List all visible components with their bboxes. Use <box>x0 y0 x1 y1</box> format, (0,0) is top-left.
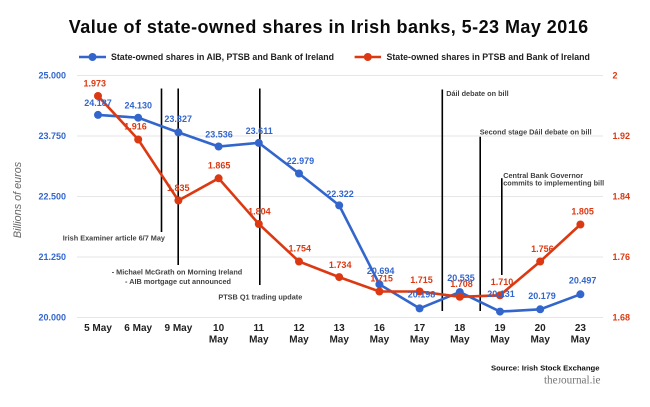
svg-text:16: 16 <box>374 323 386 334</box>
svg-text:23.750: 23.750 <box>38 131 66 141</box>
svg-text:12: 12 <box>293 323 305 334</box>
svg-text:24.130: 24.130 <box>125 101 153 111</box>
svg-text:May: May <box>289 335 309 346</box>
svg-text:May: May <box>329 335 349 346</box>
svg-text:1.865: 1.865 <box>208 160 231 170</box>
svg-text:PTSB Q1 trading update: PTSB Q1 trading update <box>218 293 302 302</box>
svg-text:1.916: 1.916 <box>124 122 147 132</box>
svg-text:25.000: 25.000 <box>38 70 66 80</box>
svg-text:1.715: 1.715 <box>410 275 433 285</box>
svg-text:20: 20 <box>535 323 547 334</box>
svg-text:May: May <box>450 335 470 346</box>
svg-text:1.715: 1.715 <box>370 274 393 284</box>
svg-text:1.92: 1.92 <box>613 131 631 141</box>
svg-text:1.754: 1.754 <box>289 244 312 254</box>
svg-text:18: 18 <box>454 323 466 334</box>
svg-text:13: 13 <box>334 323 346 334</box>
svg-text:1.68: 1.68 <box>613 312 631 322</box>
svg-text:- Michael McGrath on Morning I: - Michael McGrath on Morning Ireland <box>112 267 243 276</box>
svg-text:Dáil debate on bill: Dáil debate on bill <box>446 89 508 98</box>
svg-text:22.322: 22.322 <box>326 189 354 199</box>
svg-text:1.835: 1.835 <box>167 183 190 193</box>
svg-text:20.179: 20.179 <box>528 291 556 301</box>
svg-text:State-owned shares in AIB, PTS: State-owned shares in AIB, PTSB and Bank… <box>111 52 334 62</box>
svg-text:1.76: 1.76 <box>613 252 631 262</box>
svg-text:9 May: 9 May <box>165 323 193 334</box>
svg-text:23: 23 <box>575 323 587 334</box>
svg-text:- AIB mortgage cut announced: - AIB mortgage cut announced <box>125 277 231 286</box>
svg-text:May: May <box>571 335 591 346</box>
svg-text:1.710: 1.710 <box>491 277 514 287</box>
svg-text:Source: Irish Stock Exchange: Source: Irish Stock Exchange <box>491 363 600 372</box>
svg-text:20.694: 20.694 <box>367 266 395 276</box>
svg-text:May: May <box>410 335 430 346</box>
svg-text:Central Bank Governor: Central Bank Governor <box>503 171 583 180</box>
svg-text:1.734: 1.734 <box>329 260 352 270</box>
svg-text:23.536: 23.536 <box>205 129 233 139</box>
svg-text:17: 17 <box>414 323 426 334</box>
svg-text:24.187: 24.187 <box>84 98 112 108</box>
svg-text:20.000: 20.000 <box>38 312 66 322</box>
svg-text:20.497: 20.497 <box>569 276 597 286</box>
svg-text:May: May <box>530 335 550 346</box>
svg-text:19: 19 <box>494 323 506 334</box>
svg-text:23.827: 23.827 <box>164 114 192 124</box>
svg-text:State-owned shares in PTSB and: State-owned shares in PTSB and Bank of I… <box>387 52 590 62</box>
svg-text:Value of state-owned shares in: Value of state-owned shares in Irish ban… <box>69 17 589 37</box>
svg-text:May: May <box>370 335 390 346</box>
svg-text:Billions of euros: Billions of euros <box>12 161 24 238</box>
svg-text:1.805: 1.805 <box>571 206 594 216</box>
svg-text:6 May: 6 May <box>124 323 152 334</box>
svg-text:commits to implementing bill: commits to implementing bill <box>503 179 604 188</box>
svg-text:22.500: 22.500 <box>38 191 66 201</box>
svg-text:1.756: 1.756 <box>531 244 554 254</box>
svg-text:Irish Examiner article 6/7 May: Irish Examiner article 6/7 May <box>63 233 166 242</box>
svg-text:2: 2 <box>613 70 618 80</box>
svg-text:1.804: 1.804 <box>248 207 271 217</box>
svg-text:May: May <box>209 335 229 346</box>
svg-text:Second stage Dáil debate on bi: Second stage Dáil debate on bill <box>480 128 592 137</box>
svg-text:1.973: 1.973 <box>84 79 107 89</box>
svg-text:20.535: 20.535 <box>447 273 475 283</box>
svg-text:23.611: 23.611 <box>246 126 273 136</box>
svg-text:theJournal.ie: theJournal.ie <box>544 375 601 387</box>
svg-text:1.708: 1.708 <box>450 279 473 289</box>
svg-text:May: May <box>490 335 510 346</box>
svg-text:20.198: 20.198 <box>408 290 436 300</box>
svg-text:5 May: 5 May <box>84 323 112 334</box>
svg-text:10: 10 <box>213 323 225 334</box>
svg-text:22.979: 22.979 <box>287 156 315 166</box>
svg-text:20.131: 20.131 <box>487 289 515 299</box>
svg-text:11: 11 <box>254 323 265 334</box>
svg-text:21.250: 21.250 <box>38 252 66 262</box>
svg-text:1.84: 1.84 <box>613 191 631 201</box>
svg-text:May: May <box>249 335 269 346</box>
